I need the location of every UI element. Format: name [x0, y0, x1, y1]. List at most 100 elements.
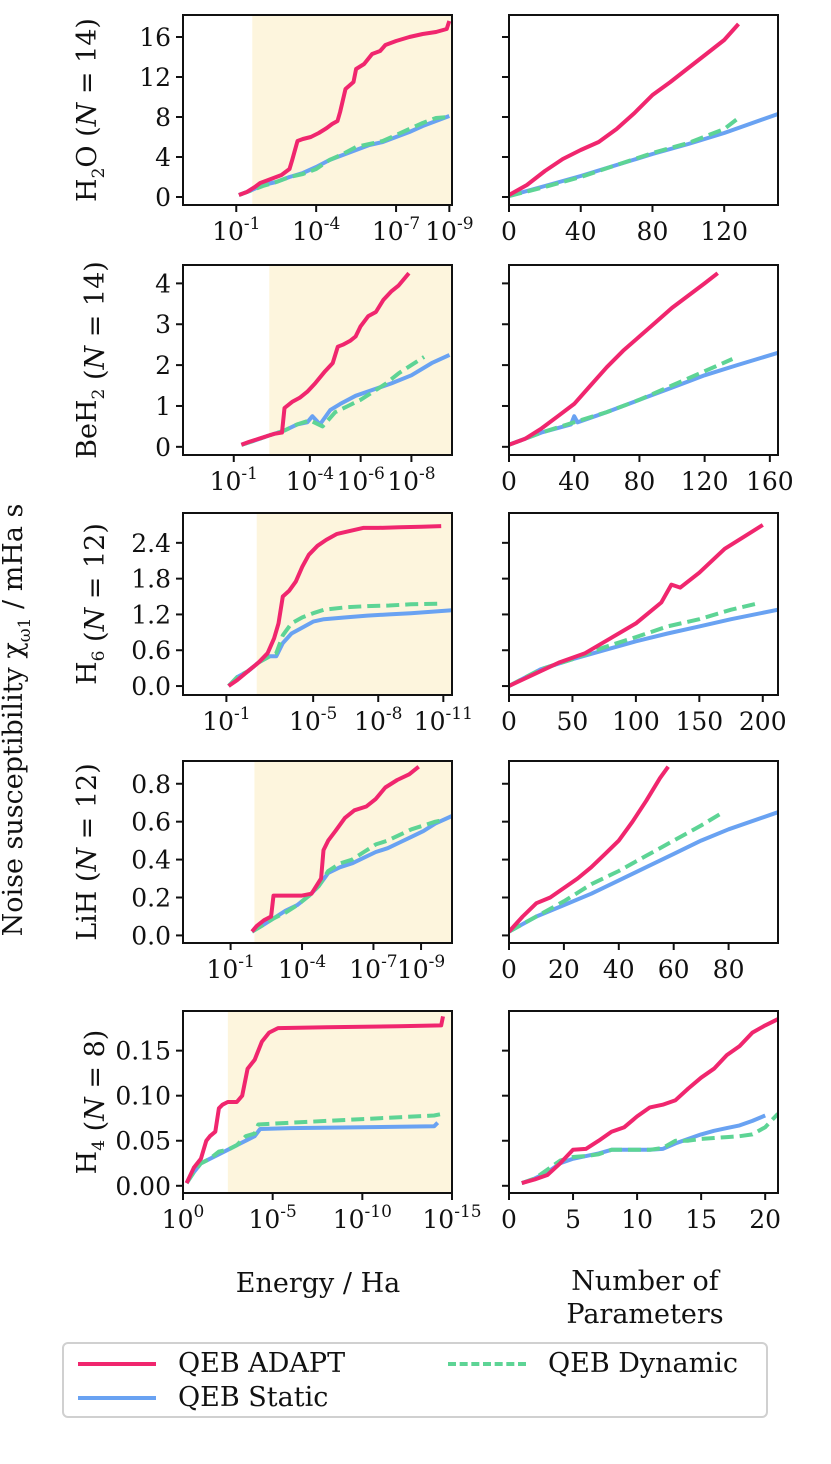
legend-swatch-static: [78, 1395, 156, 1400]
legend-label-static: QEB Static: [178, 1382, 329, 1413]
row-h6: H6 (N = 12) 10-1 10-5 10-8 10-11 0.0 0.6 1.2 1.8…: [72, 512, 787, 736]
x-tick-label-lih-right: 0: [501, 955, 517, 984]
series-dynamic-beh2-right: [509, 357, 734, 447]
row-h2o: H2O (N = 14) 10-1 10-4 10-7 10-9 0 4 8 12 16 0 40 80…: [72, 14, 779, 246]
x-tick-label-h2o-left: 10-7: [372, 214, 420, 246]
y-tick-label-h4: 0.15: [115, 1037, 171, 1066]
row-label-h2o: H2O (N = 14): [72, 18, 109, 202]
x-tick-label-beh2-right: 0: [501, 467, 517, 496]
y-tick-label-beh2: 3: [155, 310, 171, 339]
converged-region-lih: [254, 761, 452, 943]
legend-item-static: QEB Static: [78, 1382, 328, 1413]
x-tick-label-h4-left: 10-15: [422, 1202, 481, 1234]
y-tick-label-h2o: 0: [155, 183, 171, 212]
y-tick-label-lih: 0.8: [131, 770, 171, 799]
x-tick-label-lih-right: 20: [548, 955, 580, 984]
panel-beh2-left: 10-1 10-4 10-6 10-8 0 1 2 3 4: [155, 264, 453, 496]
converged-region-h6: [256, 513, 452, 695]
axes-frame-h2o-left: [182, 14, 453, 206]
y-tick-label-h2o: 12: [139, 63, 171, 92]
x-tick-label-h2o-right: 40: [565, 217, 597, 246]
x-tick-label-lih-left: 10-4: [278, 952, 326, 984]
series-dynamic-h6-right: [509, 601, 757, 688]
row-h4: H4 (N = 8)100 10-5 10-10 10-150.000.050.100…: [72, 1010, 781, 1234]
panel-h6-left: 10-1 10-5 10-8 10-11 0.0 0.6 1.2 1.8 2.4: [131, 512, 473, 736]
series-dynamic-h4-left: [184, 1111, 444, 1185]
y-tick-label-h6: 0.0: [131, 672, 171, 701]
series-adapt-h6-left: [227, 524, 442, 688]
axes-frame-lih-right: [508, 760, 779, 944]
y-tick-label-lih: 0.4: [131, 846, 171, 875]
y-tick-label-h6: 1.2: [131, 600, 171, 629]
x-tick-label-lih-left: 10-9: [397, 952, 445, 984]
x-tick-label-h2o-left: 10-1: [212, 214, 260, 246]
y-tick-label-beh2: 1: [155, 392, 171, 421]
series-adapt-beh2-right: [509, 271, 719, 447]
converged-region-h4: [227, 1011, 452, 1193]
legend-label-dynamic: QEB Dynamic: [548, 1348, 739, 1379]
row-label-beh2: BeH2 (N = 14): [72, 261, 111, 459]
axes-frame-h2o-right: [508, 14, 779, 206]
panel-lih-left: 10-1 10-4 10-7 10-9 0.0 0.2 0.4 0.6 0.8: [131, 760, 453, 984]
x-tick-label-beh2-left: 10-8: [387, 464, 435, 496]
axes-frame-h6-right: [508, 512, 779, 696]
left-x-axis-label: Energy / Ha: [236, 1268, 400, 1299]
y-tick-label-beh2: 0: [155, 433, 171, 462]
row-label-lih: LiH (N = 12): [72, 763, 103, 941]
x-tick-label-lih-left: 10-7: [349, 952, 397, 984]
y-tick-label-lih: 0.2: [131, 884, 171, 913]
x-tick-label-h4-left: 10-10: [333, 1202, 392, 1234]
x-tick-label-h4-left: 100: [162, 1202, 205, 1234]
panel-h2o-left: 10-1 10-4 10-7 10-9 0 4 8 12 16: [139, 14, 474, 246]
global-y-axis-label: Noise susceptibility χω1 / mHa s: [0, 504, 35, 937]
x-tick-label-beh2-right: 160: [746, 467, 794, 496]
series-adapt-lih-right: [509, 765, 670, 933]
x-tick-label-lih-right: 40: [603, 955, 635, 984]
y-tick-label-h6: 1.8: [131, 565, 171, 594]
legend-swatch-adapt: [78, 1361, 156, 1366]
series-static-h4-right: [521, 1113, 766, 1185]
axes-frame-lih-left: [182, 760, 453, 944]
x-tick-label-h2o-right: 0: [501, 217, 517, 246]
axes-frame-beh2-left: [182, 264, 453, 456]
x-tick-label-h4-left: 10-5: [248, 1202, 296, 1234]
x-tick-label-beh2-left: 10-1: [210, 464, 258, 496]
panel-h2o-right: 0 40 80 120: [501, 14, 779, 246]
x-tick-label-h6-left: 10-1: [202, 704, 250, 736]
series-adapt-h4-right: [521, 1017, 778, 1186]
panel-h6-right: 0 50 100 150 200: [501, 512, 787, 736]
y-tick-label-beh2: 4: [155, 269, 171, 298]
series-dynamic-h2o-right: [509, 116, 740, 198]
x-tick-label-h4-right: 20: [749, 1205, 781, 1234]
x-tick-label-h6-left: 10-5: [289, 704, 337, 736]
x-tick-label-h6-left: 10-11: [414, 704, 473, 736]
x-tick-label-beh2-left: 10-6: [336, 464, 384, 496]
series-adapt-lih-left: [250, 765, 420, 933]
panel-beh2-right: 0 40 80 120 160: [501, 264, 794, 496]
row-lih: LiH (N = 12) 10-1 10-4 10-7 10-9 0.0 0.2 0.4 0.6…: [72, 760, 779, 984]
x-tick-label-h2o-right: 120: [700, 217, 748, 246]
series-dynamic-beh2-left: [240, 355, 426, 447]
y-tick-label-lih: 0.0: [131, 921, 171, 950]
x-tick-label-h4-right: 5: [565, 1205, 581, 1234]
x-tick-label-h6-right: 200: [739, 707, 787, 736]
axes-frame-beh2-right: [508, 264, 779, 456]
y-tick-label-h4: 0.00: [115, 1172, 171, 1201]
series-static-lih-right: [509, 810, 778, 934]
x-tick-label-lih-right: 80: [713, 955, 745, 984]
legend-item-adapt: QEB ADAPT: [78, 1348, 345, 1379]
legend: QEB ADAPT QEB Static QEB Dynamic: [62, 1342, 768, 1418]
series-adapt-h4-left: [184, 1016, 445, 1184]
y-tick-label-lih: 0.6: [131, 808, 171, 837]
y-tick-label-h6: 2.4: [131, 529, 171, 558]
x-tick-label-h4-right: 0: [501, 1205, 517, 1234]
series-static-h2o-left: [238, 114, 451, 197]
y-tick-label-h2o: 8: [155, 103, 171, 132]
legend-swatch-dynamic: [448, 1361, 526, 1366]
panel-lih-right: 0 20 40 60 80: [501, 760, 779, 984]
series-adapt-beh2-left: [240, 271, 411, 447]
y-tick-label-beh2: 2: [155, 351, 171, 380]
